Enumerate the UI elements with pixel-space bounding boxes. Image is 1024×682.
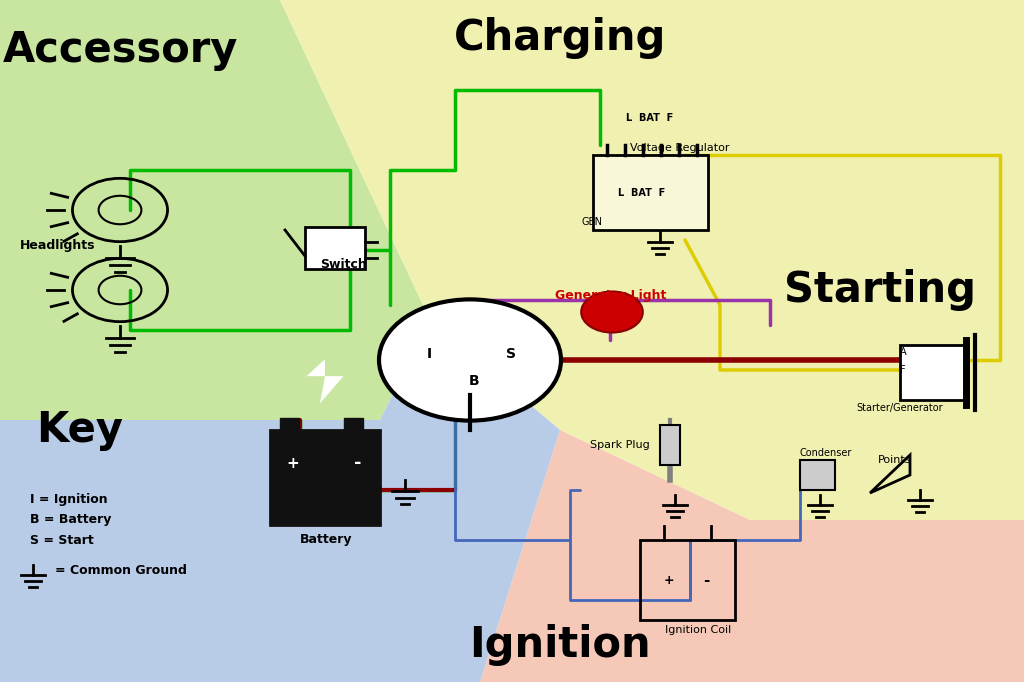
Text: Voltage Regulator: Voltage Regulator (630, 143, 729, 153)
Bar (305, 227, 365, 269)
Bar (593, 155, 708, 230)
Bar (281, 417, 299, 430)
Text: F: F (900, 365, 905, 375)
Text: I = Ignition: I = Ignition (30, 494, 108, 507)
Text: Generator Light: Generator Light (555, 288, 667, 301)
Polygon shape (280, 0, 1024, 520)
Text: S: S (506, 347, 516, 361)
Text: Spark Plug: Spark Plug (590, 440, 650, 450)
Text: S = Start: S = Start (30, 533, 94, 546)
Text: -: - (703, 572, 710, 587)
Bar (344, 417, 362, 430)
Circle shape (582, 291, 643, 333)
Text: Ignition Coil: Ignition Coil (665, 625, 731, 635)
Text: Switch: Switch (319, 258, 367, 271)
Text: GEN: GEN (582, 217, 603, 227)
Text: Headlights: Headlights (20, 239, 95, 252)
Polygon shape (0, 320, 560, 682)
Text: Starting: Starting (784, 269, 976, 311)
Bar (900, 345, 965, 400)
Polygon shape (306, 359, 343, 404)
Text: Accessory: Accessory (2, 29, 238, 71)
Circle shape (379, 299, 561, 421)
Text: Points: Points (878, 455, 911, 465)
Text: B: B (469, 374, 480, 388)
Polygon shape (0, 0, 430, 420)
Text: Charging: Charging (454, 17, 667, 59)
Text: Ignition: Ignition (469, 624, 651, 666)
Text: Battery: Battery (300, 533, 352, 546)
Text: L  BAT  F: L BAT F (618, 188, 666, 198)
Text: Starter/Generator: Starter/Generator (856, 403, 943, 413)
Text: B = Battery: B = Battery (30, 514, 112, 527)
Bar (800, 460, 835, 490)
Text: Key: Key (37, 409, 124, 451)
Bar (660, 425, 680, 465)
Text: Condenser: Condenser (800, 448, 852, 458)
Polygon shape (480, 430, 1024, 682)
Text: = Common Ground: = Common Ground (55, 563, 186, 576)
Text: -: - (353, 454, 361, 472)
Text: L  BAT  F: L BAT F (627, 113, 674, 123)
Text: I: I (426, 347, 431, 361)
Text: +: + (664, 574, 674, 587)
Text: A: A (900, 347, 906, 357)
Bar (640, 540, 735, 620)
Text: +: + (286, 456, 299, 471)
Bar (270, 430, 380, 525)
